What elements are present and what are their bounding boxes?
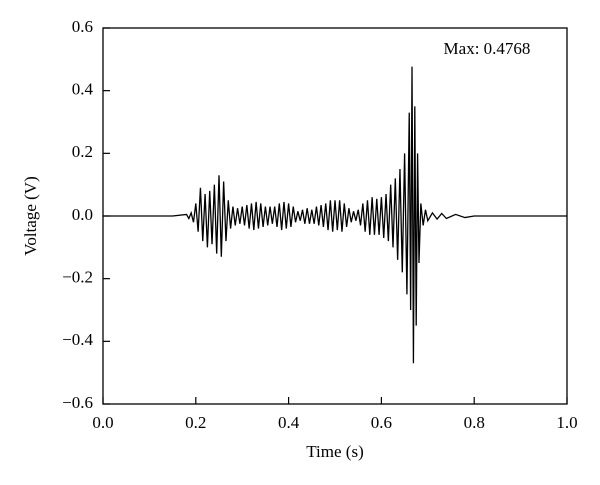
x-axis-label: Time (s) xyxy=(306,442,363,461)
x-tick-label: 0.4 xyxy=(278,413,300,432)
y-tick-label: 0.4 xyxy=(72,80,94,99)
y-tick-label: 0.6 xyxy=(72,17,93,36)
x-tick-label: 0.0 xyxy=(92,413,113,432)
x-tick-label: 0.6 xyxy=(371,413,392,432)
y-tick-label: −0.4 xyxy=(62,330,93,349)
y-tick-label: −0.6 xyxy=(62,393,93,412)
y-tick-label: 0.2 xyxy=(72,142,93,161)
y-tick-label: −0.2 xyxy=(62,268,93,287)
x-tick-label: 1.0 xyxy=(556,413,577,432)
x-tick-label: 0.2 xyxy=(185,413,206,432)
y-tick-label: 0.0 xyxy=(72,205,93,224)
x-tick-label: 0.8 xyxy=(464,413,485,432)
y-axis-label: Voltage (V) xyxy=(21,176,40,255)
waveform xyxy=(103,66,567,364)
annotation: Max: 0.4768 xyxy=(444,39,531,58)
